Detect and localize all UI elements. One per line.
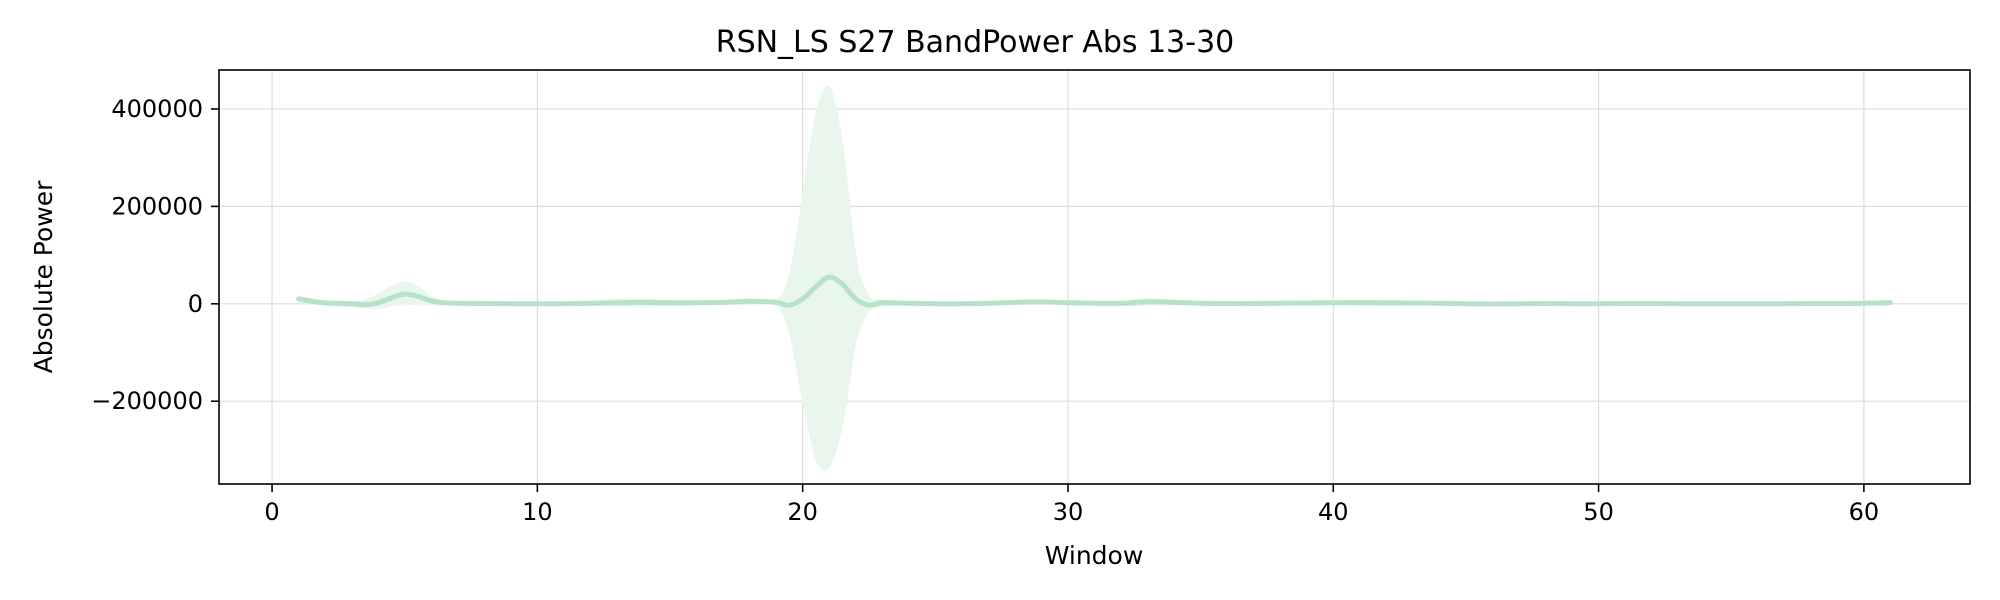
x-tick-label: 40 [1318,498,1349,526]
x-tick-label: 50 [1583,498,1614,526]
plot-frame [218,69,1971,485]
y-axis-label: Absolute Power [29,180,58,374]
y-tick-label: 0 [188,290,203,318]
x-tick-label: 20 [787,498,818,526]
x-tick-label: 60 [1849,498,1880,526]
x-axis-label: Window [1045,541,1144,570]
x-tick-label: 0 [264,498,279,526]
y-tick-label: 200000 [111,192,203,220]
y-axis: −200000 0 200000 400000 [91,95,219,415]
y-tick-label: 400000 [111,95,203,123]
x-tick-label: 30 [1053,498,1084,526]
chart-title: RSN_LS S27 BandPower Abs 13-30 [716,25,1235,60]
x-tick-label: 10 [522,498,553,526]
grid [219,70,1970,484]
y-tick-label: −200000 [91,387,203,415]
mean-line [296,274,1893,308]
x-axis: 0 10 20 30 40 50 60 [264,484,1879,526]
